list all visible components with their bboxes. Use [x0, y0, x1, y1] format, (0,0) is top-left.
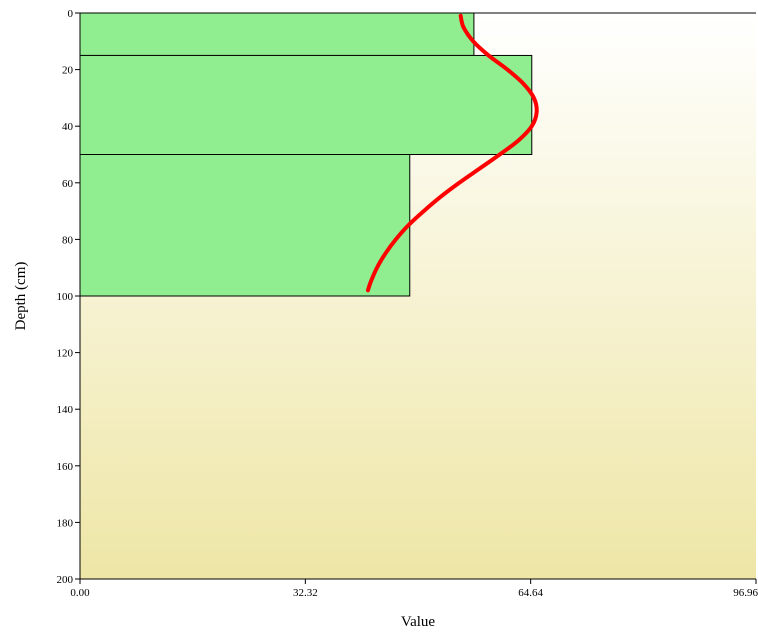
y-tick-label: 180	[57, 517, 74, 529]
x-tick-label: 0.00	[70, 587, 90, 599]
y-tick-label: 100	[57, 291, 74, 303]
y-tick-label: 60	[62, 178, 74, 190]
y-tick-label: 40	[62, 121, 74, 133]
x-tick-label: 64.64	[518, 587, 543, 599]
bars-layer	[79, 12, 533, 297]
x-tick-label: 96.96	[733, 587, 758, 599]
y-tick-label: 200	[57, 574, 74, 586]
bar-layer-2	[79, 54, 533, 156]
bar-layer-1	[79, 12, 475, 56]
fitted-curve	[365, 13, 539, 293]
y-tick-label: 120	[57, 348, 74, 360]
x-axis-title: Value	[401, 614, 435, 630]
bar-layer-3	[79, 154, 411, 297]
y-tick-label: 160	[57, 461, 74, 473]
y-tick-label: 20	[62, 65, 74, 77]
y-tick-label: 140	[57, 404, 74, 416]
y-tick-label: 80	[62, 234, 74, 246]
y-axis-title: Depth (cm)	[13, 262, 29, 331]
y-tick-label: 0	[68, 8, 74, 20]
x-tick-label: 32.32	[293, 587, 318, 599]
